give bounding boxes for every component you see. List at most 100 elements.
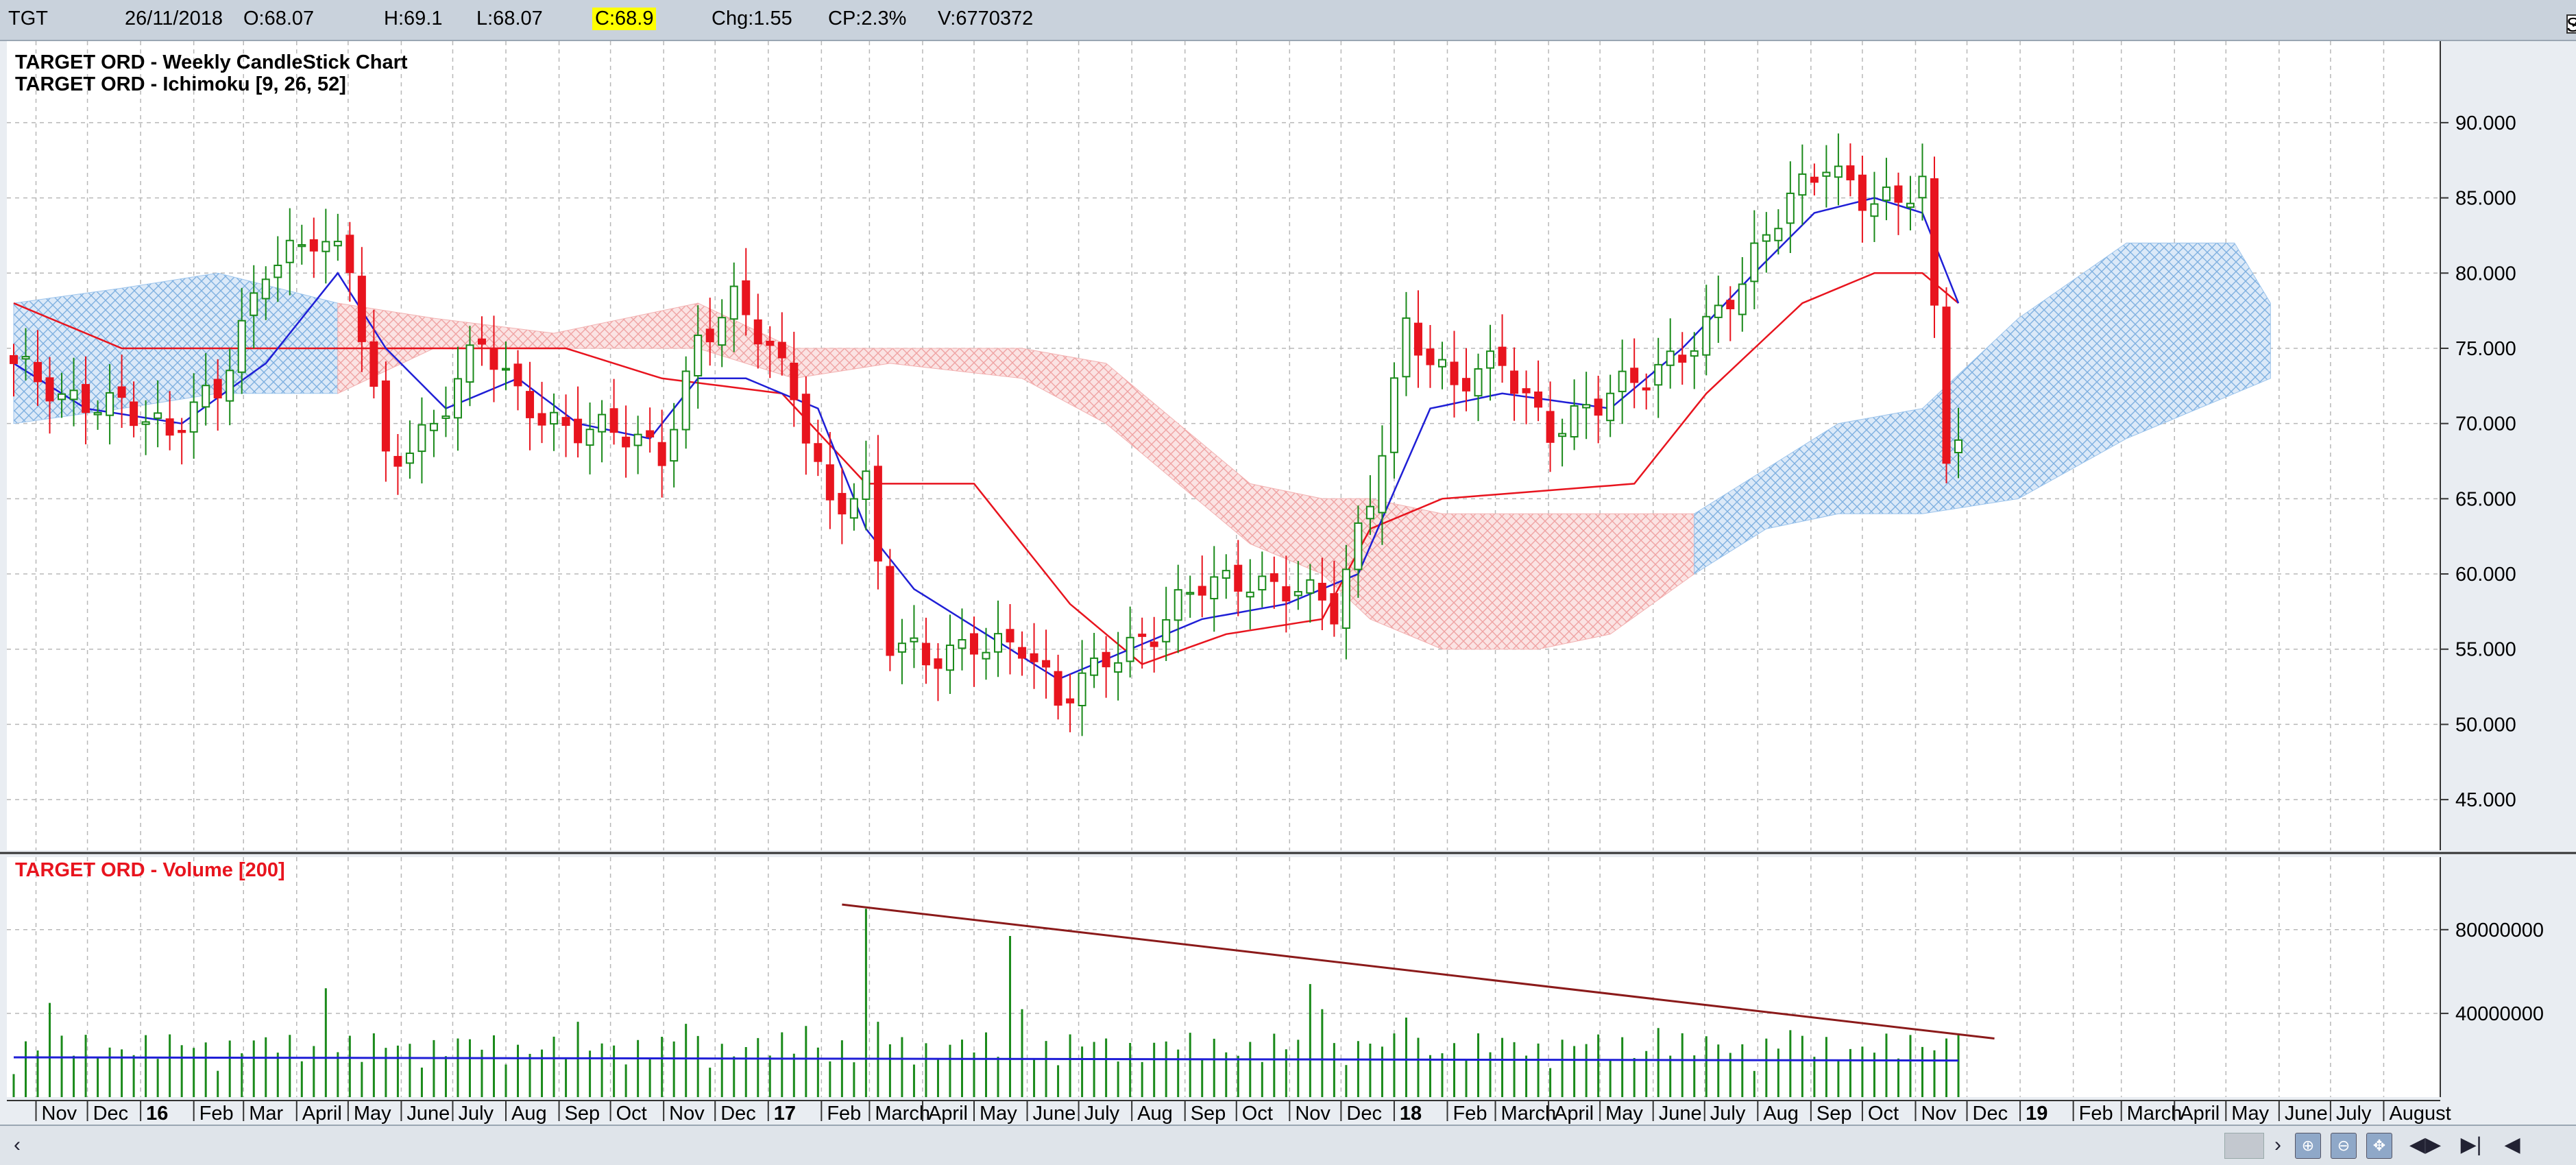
candle-down bbox=[1030, 653, 1038, 662]
candle-down bbox=[213, 379, 222, 399]
volume-tick-label: 80000000 bbox=[2455, 920, 2544, 941]
candle-up bbox=[958, 639, 967, 649]
time-tick-label: Nov bbox=[1295, 1103, 1330, 1125]
time-tick-label: Sep bbox=[565, 1103, 600, 1125]
candle-up bbox=[1090, 657, 1099, 676]
chart-area[interactable]: 90.000 85.000 80.000 75.000 70.000 65.000 60.0… bbox=[0, 41, 2576, 1125]
candle-up bbox=[729, 285, 738, 320]
go-last-icon[interactable]: ▶| bbox=[2460, 1133, 2482, 1156]
scroll-right-button[interactable]: › bbox=[2274, 1133, 2281, 1156]
candle-up bbox=[1186, 592, 1195, 595]
candle-up bbox=[453, 378, 462, 419]
candle-down bbox=[369, 341, 378, 387]
time-tick-label: June bbox=[2285, 1103, 2328, 1125]
candle-down bbox=[1942, 307, 1951, 464]
candle-down bbox=[838, 492, 847, 515]
pan-icon[interactable]: ✥ bbox=[2366, 1133, 2392, 1159]
candle-up bbox=[441, 415, 450, 419]
candle-up bbox=[93, 411, 102, 416]
candle-down bbox=[574, 418, 583, 444]
candle-down bbox=[646, 430, 655, 437]
candle-up bbox=[1558, 433, 1567, 437]
candle-down bbox=[561, 417, 570, 427]
price-tick-label: 65.000 bbox=[2455, 488, 2516, 510]
candle-up bbox=[189, 401, 198, 433]
kijun-line bbox=[13, 272, 1959, 666]
date-label: 26/11/2018 bbox=[125, 8, 223, 29]
candle-up bbox=[1126, 636, 1134, 662]
time-tick-label: Oct bbox=[1868, 1103, 1899, 1125]
candle-up bbox=[106, 392, 114, 416]
price-tick-label: 70.000 bbox=[2455, 413, 2516, 435]
candle-up bbox=[274, 265, 282, 278]
candle-down bbox=[1330, 593, 1339, 625]
zoom-in-icon[interactable]: ⊕ bbox=[2295, 1133, 2321, 1159]
candle-down bbox=[178, 430, 186, 433]
candle-up bbox=[261, 278, 270, 300]
candle-up bbox=[141, 421, 150, 425]
candle-down bbox=[1498, 346, 1507, 366]
candle-down bbox=[657, 442, 666, 466]
candle-down bbox=[1630, 368, 1639, 383]
candle-down bbox=[357, 276, 366, 342]
open-label: O:68.07 bbox=[243, 8, 315, 29]
candle-up bbox=[1762, 234, 1771, 242]
candle-down bbox=[165, 418, 174, 436]
fit-icon[interactable]: ◀▶ bbox=[2409, 1133, 2442, 1156]
candle-down bbox=[1042, 660, 1051, 668]
candle-up bbox=[1750, 242, 1759, 283]
candle-up bbox=[1654, 363, 1663, 386]
candle-up bbox=[1582, 404, 1591, 409]
time-tick-label: June bbox=[1033, 1103, 1076, 1125]
candle-up bbox=[69, 389, 78, 400]
candle-up bbox=[1246, 591, 1254, 598]
candle-up bbox=[405, 453, 414, 464]
candle-down bbox=[777, 341, 786, 359]
candle-up bbox=[1341, 568, 1350, 629]
show-last-checkbox[interactable]: ✓ bbox=[2566, 14, 2576, 34]
volume-ma-path bbox=[13, 1056, 1959, 1062]
time-tick-label: 17 bbox=[774, 1103, 796, 1125]
candle-up bbox=[1389, 377, 1398, 453]
candle-up bbox=[1798, 173, 1807, 196]
high-label: H:69.1 bbox=[384, 8, 443, 29]
time-tick-label: Dec bbox=[1346, 1103, 1382, 1125]
time-tick-label: May bbox=[354, 1103, 391, 1125]
candle-down bbox=[934, 658, 943, 669]
candle-up bbox=[681, 370, 690, 431]
candle-up bbox=[297, 244, 306, 248]
candle-down bbox=[1426, 348, 1435, 365]
candle-up bbox=[1918, 176, 1927, 199]
go-back-icon[interactable]: ◀ bbox=[2504, 1133, 2520, 1156]
time-tick-label: Dec bbox=[1973, 1103, 2008, 1125]
candle-down bbox=[489, 348, 498, 370]
scroll-left-button[interactable]: ‹ bbox=[14, 1133, 21, 1156]
candle-down bbox=[1522, 388, 1531, 394]
candle-up bbox=[1162, 618, 1171, 642]
candle-up bbox=[502, 368, 511, 371]
candle-up bbox=[585, 429, 594, 446]
candle-down bbox=[1642, 387, 1651, 391]
time-tick-label: Mar bbox=[249, 1103, 283, 1125]
price-tick-label: 90.000 bbox=[2455, 112, 2516, 134]
candle-down bbox=[1462, 378, 1471, 392]
candle-up bbox=[945, 645, 954, 671]
time-tick-label: July bbox=[1710, 1103, 1746, 1125]
candle-up bbox=[598, 413, 607, 433]
navigation-bar: ‹ › ⊕ ⊖ ✥ ◀▶ ▶| ◀ bbox=[0, 1125, 2576, 1165]
candle-down bbox=[34, 361, 42, 383]
scrollbar-thumb[interactable] bbox=[2224, 1133, 2264, 1159]
zoom-out-icon[interactable]: ⊖ bbox=[2331, 1133, 2357, 1159]
time-tick-label: June bbox=[406, 1103, 450, 1125]
candle-down bbox=[969, 633, 978, 655]
candle-up bbox=[550, 411, 559, 425]
candle-down bbox=[705, 328, 714, 343]
candle-down bbox=[117, 386, 126, 398]
candle-up bbox=[1570, 405, 1579, 438]
candle-up bbox=[333, 241, 342, 247]
candle-down bbox=[1858, 174, 1867, 211]
time-tick-label: Aug bbox=[1137, 1103, 1173, 1125]
candle-up bbox=[862, 470, 871, 501]
trendline-path bbox=[842, 903, 1995, 1040]
candle-up bbox=[1606, 392, 1615, 422]
